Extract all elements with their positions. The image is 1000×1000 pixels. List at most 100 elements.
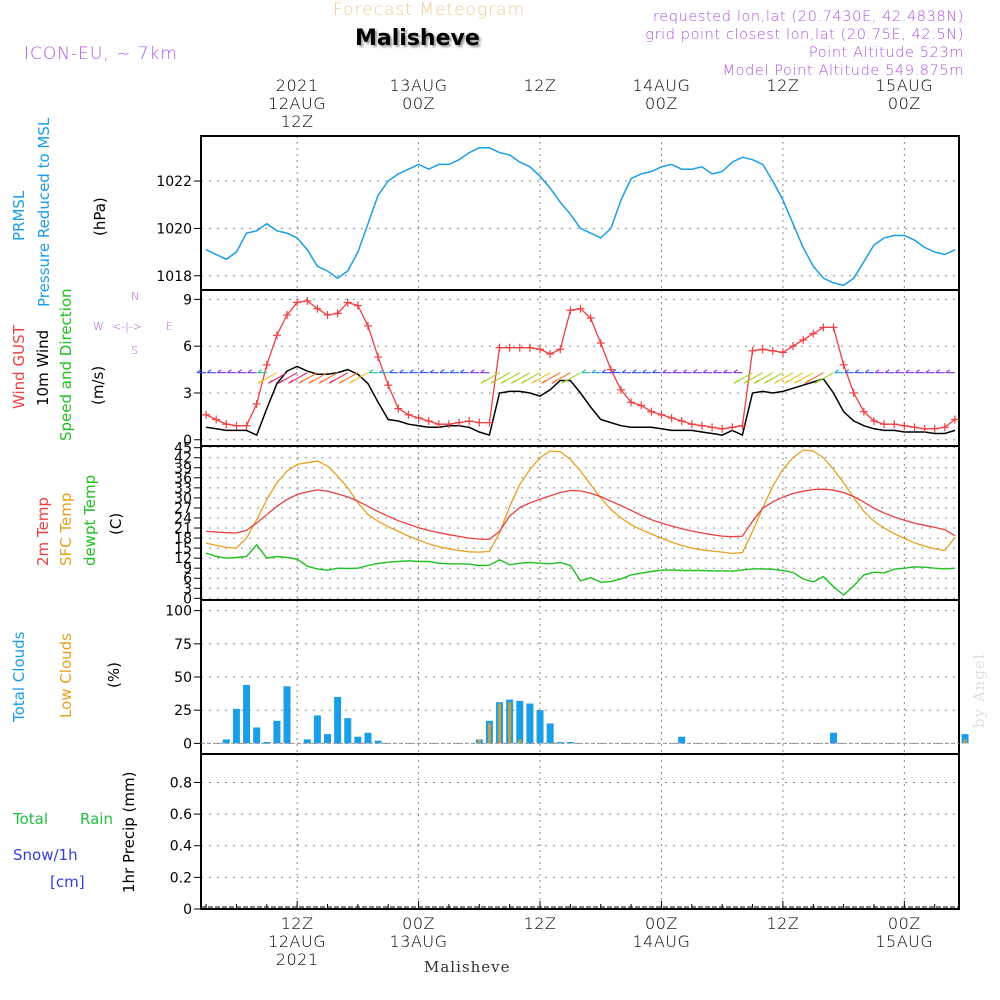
compass-s: S [131, 344, 138, 357]
wind-direction-arrowhead [722, 369, 728, 374]
cloud-unit: (%) [105, 662, 123, 688]
wind-direction-arrowhead [389, 369, 394, 374]
bar-total-clouds [830, 732, 838, 744]
wind-direction-arrowhead [227, 369, 232, 374]
wind-direction-arrowhead [318, 379, 324, 384]
bottom-time-label: 00Z [887, 914, 921, 933]
series-2m-temp [206, 488, 956, 541]
wind-direction-arrowhead [945, 369, 951, 374]
bar-low-clouds [518, 739, 522, 744]
wind-direction-arrowhead [551, 379, 557, 384]
wind-direction-arrowhead [399, 369, 404, 374]
wind-direction-arrowhead [268, 379, 273, 384]
top-time-label: 12AUG [268, 94, 327, 113]
wind-direction-arrowhead [206, 369, 212, 374]
wind-direction-arrowhead [561, 379, 567, 384]
wind-direction-arrowhead [733, 369, 738, 374]
compass-arrows: <-|-> [112, 320, 143, 333]
wind-direction-arrowhead [368, 369, 374, 374]
bar-total-clouds [243, 684, 251, 744]
wind-direction-arrowhead [278, 379, 283, 384]
wind-direction-arrowhead [925, 369, 931, 374]
wind-direction-arrowhead [692, 369, 698, 374]
wind-direction-arrowhead [631, 369, 637, 374]
y-tick-label: 33 [174, 481, 192, 497]
wind-direction-arrowhead [308, 379, 314, 384]
pressure-label-desc: Pressure Reduced to MSL [35, 117, 53, 307]
precip-label-cm: [cm] [50, 873, 85, 891]
y-tick-label: 1022 [156, 174, 192, 190]
y-tick-label: 12 [174, 551, 192, 567]
precip-label-total: Total [13, 810, 49, 828]
wind-direction-arrowhead [469, 369, 475, 374]
panel-frame [200, 445, 960, 601]
bar-total-clouds [303, 739, 311, 744]
wind-direction-arrowhead [682, 369, 688, 374]
bar-low-clouds [487, 723, 491, 744]
bar-total-clouds [334, 696, 342, 744]
y-tick-label: 21 [174, 521, 192, 537]
model-altitude: Model Point Altitude 549.875m [722, 63, 964, 79]
wind-direction-arrowhead [328, 379, 334, 384]
top-time-label: 12Z [280, 112, 314, 131]
panel-frame [200, 135, 960, 291]
y-tick-label: 25 [174, 703, 192, 719]
requested-coords: requested lon,lat (20.7430E, 42.4838N) [652, 9, 964, 25]
wind-direction-arrowhead [439, 369, 445, 374]
wind-direction-arrowhead [905, 369, 910, 374]
wind-direction-arrowhead [733, 379, 739, 384]
top-time-label: 00Z [402, 94, 435, 113]
y-tick-label: 100 [165, 604, 192, 620]
y-tick-label: 45 [174, 441, 192, 457]
bottom-time-label: 12Z [280, 914, 314, 933]
bottom-time-label: 00Z [645, 914, 678, 933]
wind-direction-arrowhead [581, 369, 586, 374]
y-tick-label: 15 [174, 541, 192, 557]
wind-direction-arrowhead [449, 369, 455, 374]
wind-direction-arrowhead [794, 379, 800, 384]
bottom-time-label: 2021 [275, 950, 319, 969]
y-tick-label: 0.6 [170, 807, 192, 823]
series-sfc-temp [205, 449, 956, 555]
wind-direction-arrowhead [753, 379, 759, 384]
y-tick-label: 0.8 [170, 775, 192, 791]
y-tick-label: 36 [174, 471, 192, 487]
y-tick-label: 0.4 [170, 839, 192, 855]
top-time-label: 2021 [275, 76, 319, 95]
wind-direction-arrowhead [844, 369, 850, 374]
top-time-label: 13AUG [389, 76, 448, 95]
wind-direction-arrowhead [429, 369, 435, 374]
wind-direction-arrowhead [834, 369, 839, 374]
y-tick-label: 27 [174, 501, 192, 517]
precip-label-snow: Snow/1h [13, 846, 78, 864]
wind-direction-arrowhead [915, 369, 920, 374]
bar-total-clouds [273, 720, 281, 744]
wind-direction-arrowhead [854, 369, 860, 374]
top-time-label: 00Z [887, 94, 921, 113]
y-tick-label: 0 [183, 433, 192, 449]
wind-direction-arrowhead [764, 379, 769, 384]
point-altitude: Point Altitude 523m [808, 45, 964, 61]
wind-direction-arrowhead [591, 369, 597, 374]
bar-total-clouds [374, 740, 382, 744]
wind-direction-arrowhead [419, 369, 425, 374]
bottom-time-label: 15AUG [875, 932, 934, 951]
top-time-label: 15AUG [875, 76, 934, 95]
bar-total-clouds [324, 734, 332, 744]
y-tick-label: 6 [183, 339, 192, 355]
compass-w: W [93, 320, 104, 333]
location-title: Malisheve [355, 26, 480, 51]
wind-direction-arrowhead [611, 369, 617, 374]
compass-n: N [131, 290, 140, 303]
wind-direction-arrowhead [884, 369, 890, 374]
y-tick-label: 1018 [156, 269, 192, 285]
y-tick-label: 6 [183, 571, 192, 587]
wind-direction-arrowhead [601, 369, 607, 374]
cloud-label-total: Total Clouds [10, 631, 28, 722]
y-tick-label: 0 [183, 902, 192, 918]
wind-direction-arrowhead [935, 369, 941, 374]
watermark: by Angel [970, 653, 988, 728]
y-tick-label: 18 [174, 531, 192, 547]
wind-direction-arrowhead [298, 379, 304, 384]
